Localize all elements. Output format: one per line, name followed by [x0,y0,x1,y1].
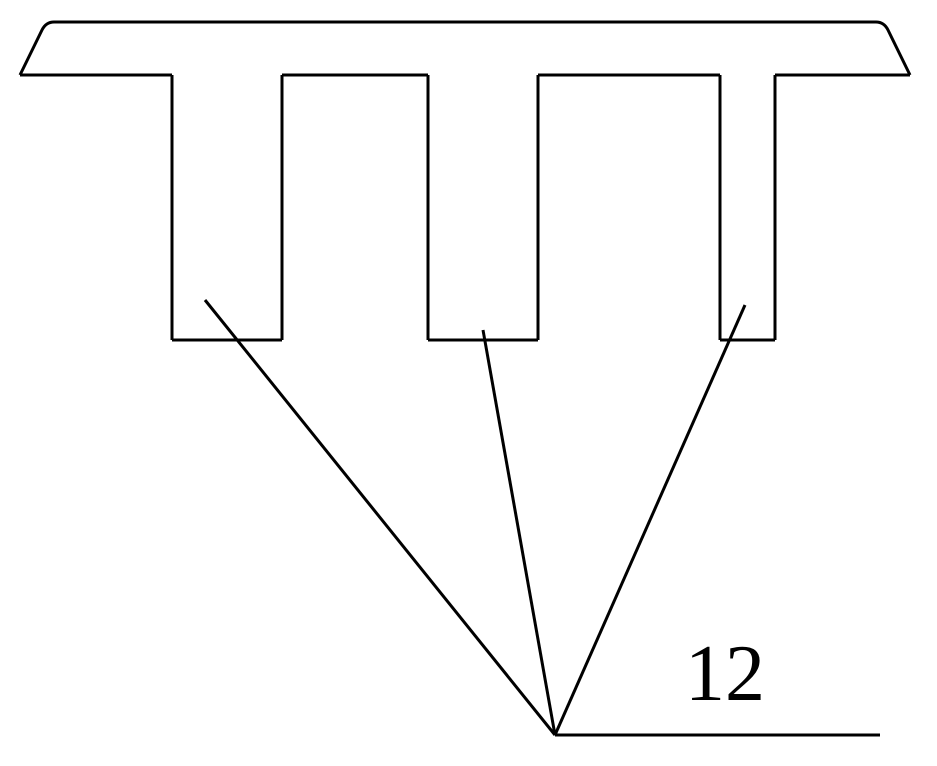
technical-diagram: 12 [0,0,937,766]
reference-label: 12 [685,630,765,718]
top-plate [20,22,910,75]
leader-line-2 [483,330,555,735]
leader-line-1 [205,300,555,735]
